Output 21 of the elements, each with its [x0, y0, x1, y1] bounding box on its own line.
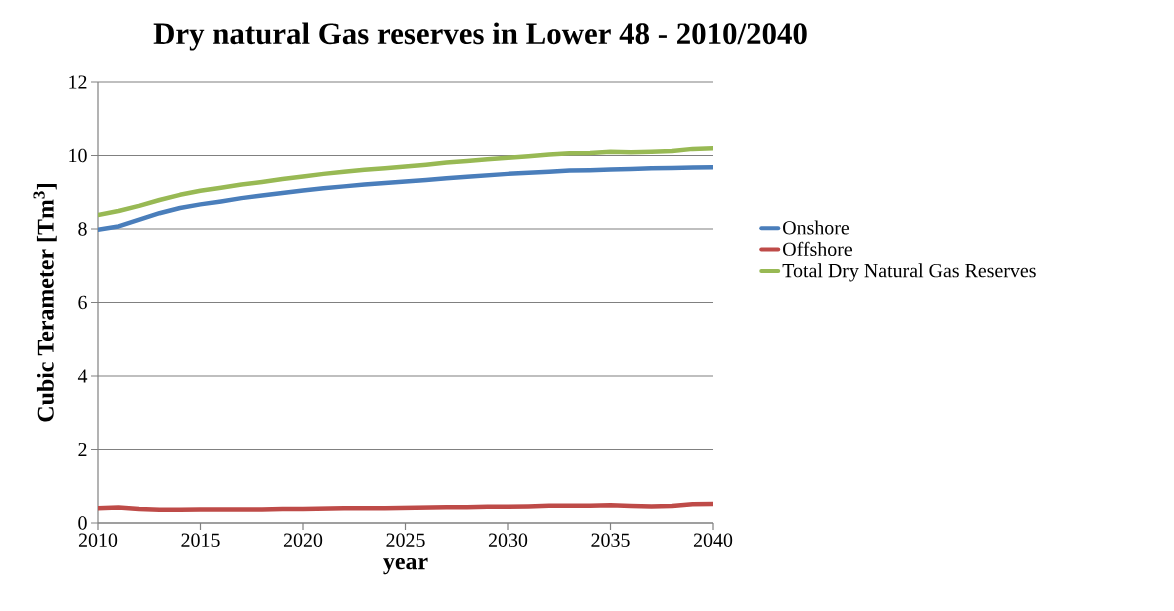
y-tick-label: 10 [69, 148, 87, 163]
line-series [98, 145, 714, 218]
y-tick-label: 8 [78, 222, 87, 236]
legend-label: Onshore [783, 220, 850, 235]
x-axis-title: year [383, 557, 428, 575]
x-tick-label: 2025 [386, 533, 425, 547]
x-tick-label: 2040 [693, 533, 733, 547]
y-tick-label: 12 [69, 75, 87, 89]
legend-label: Total Dry Natural Gas Reserves [782, 263, 1036, 282]
y-tick-label: 6 [78, 295, 87, 310]
x-tick-label: 2035 [591, 533, 630, 547]
x-tick-label: 2015 [181, 533, 220, 547]
x-tick-label: 2010 [78, 533, 118, 547]
legend-label: Offshore [783, 241, 853, 257]
chart-title: Dry natural Gas reserves in Lower 48 - 2010/2040 [153, 22, 807, 51]
y-tick-label: 0 [78, 516, 87, 530]
x-tick-label: 2030 [488, 533, 528, 547]
y-axis-title: Cubic Terameter [Tm$^{3}$] [33, 184, 57, 422]
x-tick-label: 2020 [283, 533, 323, 547]
y-tick-label: 4 [77, 369, 88, 383]
y-tick-label: 2 [78, 442, 87, 457]
